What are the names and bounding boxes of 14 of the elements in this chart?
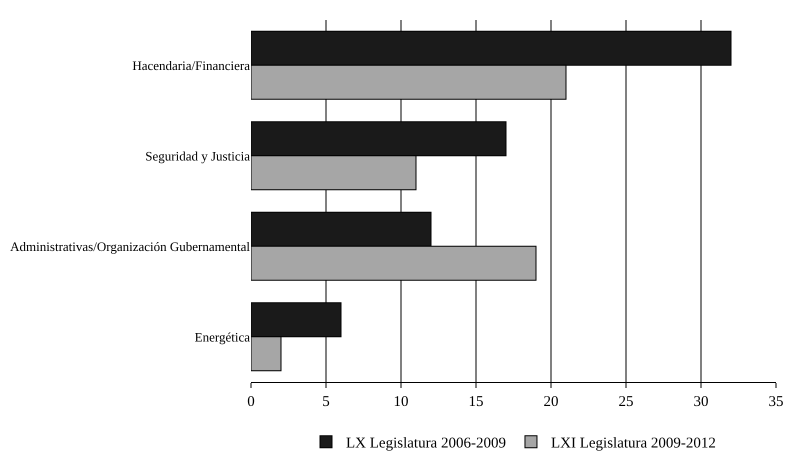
x-tick-label: 30 [694, 394, 708, 410]
x-tick-label: 0 [247, 394, 255, 410]
x-tick-label: 5 [322, 394, 330, 410]
x-tick-label: 10 [394, 394, 408, 410]
y-tick-label: Seguridad y Justicia [145, 148, 250, 164]
x-tick-label: 20 [544, 394, 558, 410]
x-tick-label: 25 [618, 394, 634, 410]
y-tick-label: Hacendaria/Financiera [132, 58, 250, 73]
y-tick-label: Administrativas/Organización Gubernamental [10, 238, 250, 254]
y-tick-label: Energética [194, 329, 250, 344]
x-tick-label: 35 [768, 394, 784, 410]
legend-label: LX Legislatura 2006-2009 [346, 436, 506, 452]
x-tick-label: 15 [468, 394, 484, 410]
legend-label: LXI Legislatura 2009-2012 [550, 436, 716, 452]
